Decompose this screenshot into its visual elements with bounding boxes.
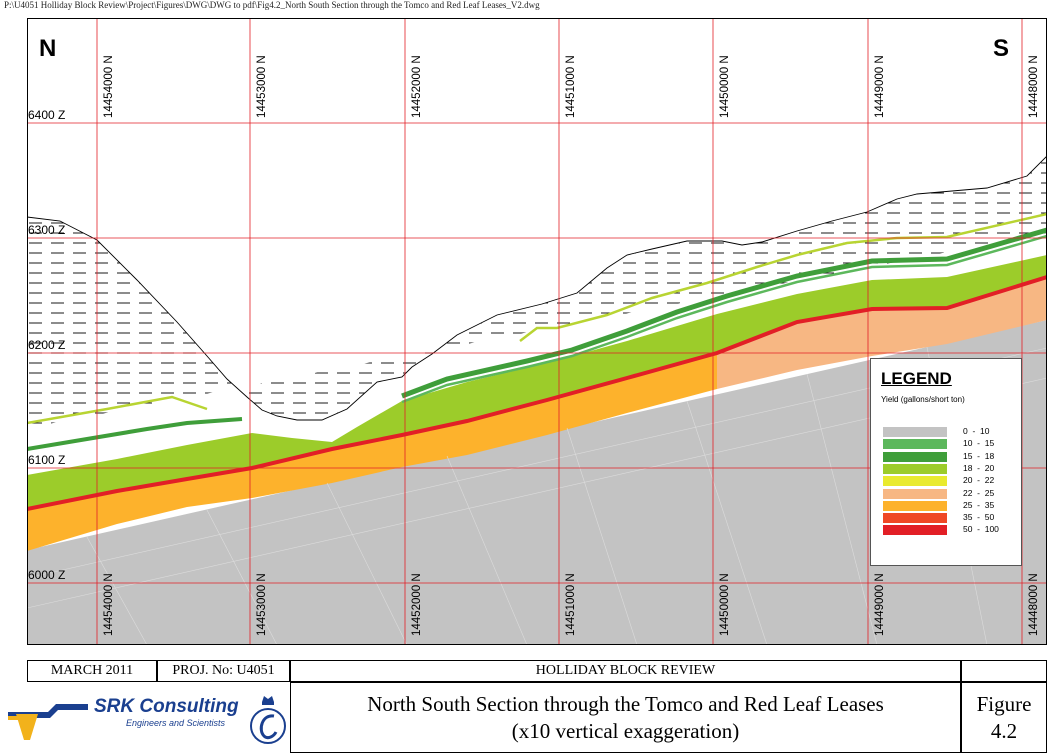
legend-item: 35 - 50 [883,512,1023,524]
northing-label: 14453000 N [256,573,268,636]
south-label: S [993,35,1009,62]
northing-label: 14450000 N [719,55,731,118]
legend-item: 50 - 100 [883,524,1023,536]
northing-label: 14452000 N [411,573,423,636]
legend-item: 22 - 25 [883,488,1023,499]
file-path-header: P:\U4051 Holliday Block Review\Project\F… [4,0,540,10]
northing-label: 14454000 N [103,573,115,636]
figure-number: 4.2 [990,718,1018,743]
cross-section-drawing: N S 6400 Z 6300 Z 6200 Z 6100 Z 6000 Z 1… [27,18,1047,645]
srk-arrow-icon [8,704,88,740]
legend-item: 18 - 20 [883,463,1023,474]
title-cell: North South Section through the Tomco an… [290,682,961,753]
company-logo: SRK Consulting Engineers and Scientists [8,692,288,748]
date-text: MARCH 2011 [50,663,134,678]
legend-range: 20 - 22 [963,475,995,486]
layer-grade-50-100 [27,275,1047,511]
northing-label: 14449000 N [874,573,886,636]
northing-label: 14448000 N [1028,55,1040,118]
layer-grade-25-35 [27,354,717,551]
company-name: SRK Consulting [94,696,239,717]
legend-swatch [883,525,947,536]
legend-swatch [883,513,947,524]
legend-range: 22 - 25 [963,487,995,498]
legend-swatch [883,463,947,474]
layer-grade-15-18-south [401,227,1047,399]
legend-swatch [883,476,947,487]
legend-range: 35 - 50 [963,512,995,523]
legend-item: 25 - 35 [883,500,1023,511]
elevation-label: 6200 Z [28,338,65,352]
legend-swatch [883,500,947,511]
northing-label: 14450000 N [719,573,731,636]
project-cell: PROJ. No: U4051 [157,660,290,682]
layer-grade-0-10 [27,320,1047,645]
legend: LEGEND Yield (gallons/short ton) 0 - 10 1… [870,358,1022,566]
north-label: N [39,35,56,62]
legend-range: 50 - 100 [963,524,999,535]
quality-mark-icon [250,696,286,744]
date-cell: MARCH 2011 [27,660,157,682]
figure-number-cell: Figure 4.2 [961,682,1047,753]
layer-grade-18-20 [27,255,1047,510]
topography-line [27,155,1047,421]
overburden-hatch [27,156,1047,428]
legend-swatch [883,488,947,499]
figure-label: Figure [976,691,1032,716]
legend-range: 0 - 10 [963,426,990,436]
report-cell: HOLLIDAY BLOCK REVIEW [290,660,961,682]
legend-item: 0 - 10 [883,426,1023,437]
legend-swatch [883,451,947,462]
northing-label: 14452000 N [411,55,423,118]
legend-item: 20 - 22 [883,475,1023,487]
elevation-label: 6300 Z [28,223,65,237]
figure-title-line1: North South Section through the Tomco an… [367,691,884,716]
legend-swatch [883,427,947,437]
company-tagline: Engineers and Scientists [126,718,226,728]
legend-subtitle: Yield (gallons/short ton) [881,395,965,404]
legend-range: 18 - 20 [963,462,995,473]
layer-grade-10-15 [401,234,1047,404]
layer-grade-15-18 [27,417,243,451]
layer-grade-22-25 [717,278,1047,389]
legend-range: 15 - 18 [963,450,995,461]
legend-title: LEGEND [881,369,952,388]
northing-label: 14449000 N [874,55,886,118]
legend-range: 10 - 15 [963,438,995,449]
northing-label: 14448000 N [1028,573,1040,636]
legend-range: 25 - 35 [963,499,995,510]
northing-label: 14451000 N [565,55,577,118]
northing-label: 14454000 N [103,55,115,118]
legend-swatch [883,439,947,450]
layer-grade-20-22-north [27,395,208,425]
title-block: MARCH 2011 PROJ. No: U4051 HOLLIDAY BLOC… [0,660,1059,753]
project-number: PROJ. No: U4051 [172,663,275,678]
report-name: HOLLIDAY BLOCK REVIEW [535,663,716,678]
legend-item: 15 - 18 [883,451,1023,462]
blank-cell [961,660,1047,682]
elevation-label: 6100 Z [28,453,65,467]
elevation-label: 6000 Z [28,568,65,582]
northing-label: 14451000 N [565,573,577,636]
elevation-label: 6400 Z [28,108,65,122]
legend-item: 10 - 15 [883,438,1023,450]
northing-label: 14453000 N [256,55,268,118]
figure-title-line2: (x10 vertical exaggeration) [511,718,740,743]
